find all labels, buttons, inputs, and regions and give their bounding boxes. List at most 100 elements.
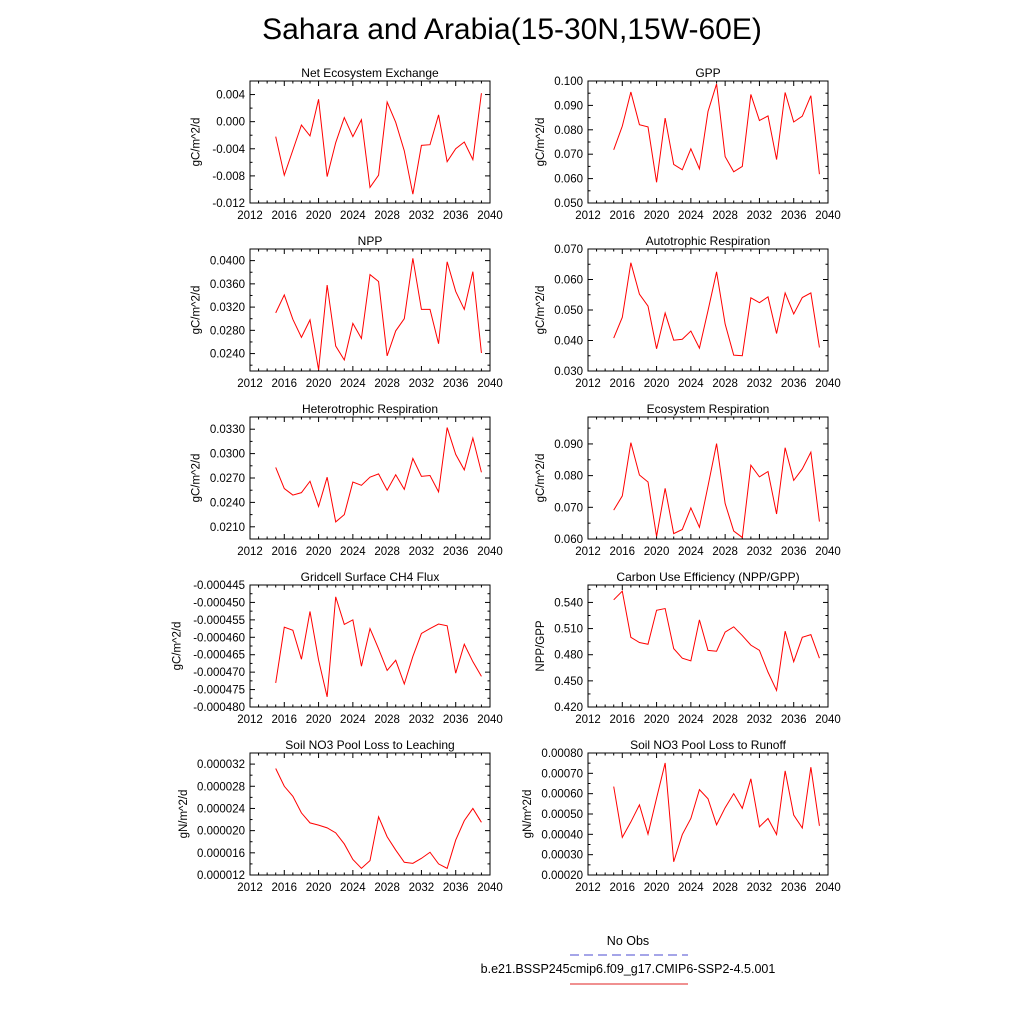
panel-title: Soil NO3 Pool Loss to Runoff bbox=[630, 738, 787, 752]
series-line bbox=[275, 93, 482, 195]
y-tick-label: 0.030 bbox=[554, 366, 583, 378]
x-tick-label: 2040 bbox=[815, 210, 841, 222]
plot-frame bbox=[587, 80, 829, 204]
y-tick-label: 0.060 bbox=[554, 174, 583, 186]
y-tick-label: 0.00060 bbox=[541, 789, 583, 801]
x-tick-label: 2020 bbox=[306, 378, 332, 390]
y-axis-label: gN/m^2/d bbox=[522, 790, 534, 839]
series-line bbox=[613, 762, 820, 862]
panel-gpp: GPP 2012 2016 2020 2024 2028 2032 2036 2040 0.100… bbox=[535, 66, 841, 222]
x-tick-label: 2016 bbox=[609, 210, 635, 222]
x-tick-label: 2024 bbox=[340, 882, 366, 894]
x-tick-label: 2012 bbox=[237, 378, 263, 390]
y-axis-label: NPP/GPP bbox=[535, 620, 547, 671]
x-tick-label: 2028 bbox=[712, 714, 738, 726]
x-tick-label: 2012 bbox=[575, 378, 601, 390]
y-tick-label: 0.0210 bbox=[210, 522, 245, 534]
y-tick-label: 0.004 bbox=[216, 90, 245, 102]
x-tick-label: 2028 bbox=[374, 378, 400, 390]
x-tick-label: 2016 bbox=[271, 210, 297, 222]
y-tick-label: -0.000470 bbox=[193, 667, 245, 679]
y-tick-label: 0.0400 bbox=[210, 256, 245, 268]
y-axis-label: gN/m^2/d bbox=[178, 790, 190, 839]
panel-title: Soil NO3 Pool Loss to Leaching bbox=[285, 738, 454, 752]
y-tick-label: 0.000028 bbox=[197, 781, 245, 793]
y-tick-label: 0.00050 bbox=[541, 809, 583, 821]
y-tick-label: 0.510 bbox=[554, 624, 583, 636]
x-tick-label: 2040 bbox=[477, 378, 503, 390]
y-axis-label: gC/m^2/d bbox=[191, 286, 203, 335]
panel-npp: NPP 2012 2016 2020 2024 2028 2032 2036 2040 0.040… bbox=[191, 234, 503, 390]
x-tick-label: 2016 bbox=[271, 882, 297, 894]
x-tick-label: 2016 bbox=[271, 714, 297, 726]
y-tick-label: -0.008 bbox=[212, 171, 245, 183]
x-tick-label: 2032 bbox=[747, 714, 773, 726]
x-tick-label: 2028 bbox=[712, 882, 738, 894]
x-tick-label: 2020 bbox=[644, 546, 670, 558]
x-tick-label: 2040 bbox=[815, 378, 841, 390]
x-tick-label: 2028 bbox=[374, 210, 400, 222]
x-tick-label: 2020 bbox=[644, 210, 670, 222]
y-tick-label: 0.070 bbox=[554, 244, 583, 256]
x-tick-label: 2024 bbox=[678, 546, 704, 558]
panel-title: Heterotrophic Respiration bbox=[302, 402, 438, 416]
x-tick-label: 2012 bbox=[575, 210, 601, 222]
y-tick-label: 0.00080 bbox=[541, 748, 583, 760]
panel-autotrophic-respiration: Autotrophic Respiration 2012 2016 2020 2024 2… bbox=[535, 234, 841, 390]
y-tick-label: 0.100 bbox=[554, 76, 583, 88]
x-tick-label: 2040 bbox=[477, 882, 503, 894]
y-tick-label: -0.000465 bbox=[193, 650, 245, 662]
x-tick-label: 2016 bbox=[271, 378, 297, 390]
y-axis-label: gC/m^2/d bbox=[535, 286, 547, 335]
x-tick-label: 2024 bbox=[678, 714, 704, 726]
y-tick-label: 0.0240 bbox=[210, 497, 245, 509]
x-tick-label: 2020 bbox=[644, 714, 670, 726]
y-tick-label: 0.0280 bbox=[210, 325, 245, 337]
y-tick-label: 0.070 bbox=[554, 502, 583, 514]
x-tick-label: 2016 bbox=[609, 546, 635, 558]
x-tick-label: 2040 bbox=[815, 882, 841, 894]
y-tick-label: 0.00020 bbox=[541, 870, 583, 882]
series-line bbox=[275, 768, 482, 870]
panel-gridcell-surface-ch4-flux: Gridcell Surface CH4 Flux 2012 2016 2020 202… bbox=[171, 570, 502, 726]
y-tick-label: 0.540 bbox=[554, 597, 583, 609]
panel-soil-no3-pool-loss-to-leaching: Soil NO3 Pool Loss to Leaching 2012 2016 20… bbox=[178, 738, 503, 894]
series-line bbox=[275, 427, 482, 523]
x-tick-label: 2032 bbox=[747, 546, 773, 558]
y-tick-label: -0.000475 bbox=[193, 685, 245, 697]
x-tick-label: 2012 bbox=[575, 546, 601, 558]
x-tick-label: 2012 bbox=[237, 210, 263, 222]
panel-heterotrophic-respiration: Heterotrophic Respiration 2012 2016 2020 202… bbox=[191, 402, 503, 558]
y-tick-label: -0.004 bbox=[212, 144, 245, 156]
panel-title: Autotrophic Respiration bbox=[646, 234, 771, 248]
x-tick-label: 2020 bbox=[306, 210, 332, 222]
y-tick-label: 0.060 bbox=[554, 534, 583, 546]
panel-title: Gridcell Surface CH4 Flux bbox=[301, 570, 440, 584]
x-tick-label: 2036 bbox=[781, 714, 807, 726]
y-tick-label: -0.000480 bbox=[193, 702, 245, 714]
x-tick-label: 2024 bbox=[678, 882, 704, 894]
series-line bbox=[613, 83, 820, 183]
x-tick-label: 2028 bbox=[374, 546, 400, 558]
y-axis-label: gC/m^2/d bbox=[191, 454, 203, 503]
y-tick-label: 0.090 bbox=[554, 100, 583, 112]
y-tick-label: 0.000024 bbox=[197, 803, 246, 815]
x-tick-label: 2012 bbox=[575, 882, 601, 894]
y-tick-label: 0.040 bbox=[554, 336, 583, 348]
x-tick-label: 2024 bbox=[678, 378, 704, 390]
x-tick-label: 2032 bbox=[747, 378, 773, 390]
plot-frame bbox=[249, 248, 491, 372]
y-tick-label: 0.000020 bbox=[197, 826, 245, 838]
x-tick-label: 2036 bbox=[443, 378, 469, 390]
series-line bbox=[613, 590, 820, 693]
legend: No Obs b.e21.BSSP245cmip6.f09_g17.CMIP6-… bbox=[481, 934, 776, 985]
y-tick-label: -0.000450 bbox=[193, 597, 245, 609]
series-line bbox=[275, 596, 482, 698]
x-tick-label: 2024 bbox=[340, 546, 366, 558]
legend-label-simulation: b.e21.BSSP245cmip6.f09_g17.CMIP6-SSP2-4.… bbox=[481, 962, 776, 976]
y-axis-label: gC/m^2/d bbox=[171, 622, 183, 671]
x-tick-label: 2020 bbox=[644, 882, 670, 894]
x-tick-label: 2032 bbox=[747, 210, 773, 222]
panel-title: NPP bbox=[358, 234, 383, 248]
